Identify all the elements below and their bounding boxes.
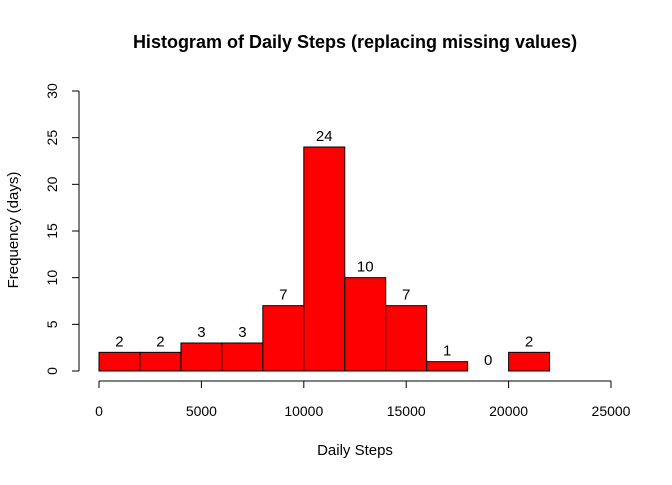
bar-count-label: 10 bbox=[357, 259, 374, 276]
y-tick-label: 5 bbox=[44, 320, 60, 328]
histogram-bar bbox=[385, 305, 428, 372]
bar-count-label: 24 bbox=[316, 128, 333, 145]
bar-count-label: 2 bbox=[156, 333, 164, 350]
x-axis-label: Daily Steps bbox=[317, 442, 393, 459]
bar-count-label: 2 bbox=[525, 333, 533, 350]
histogram-bar bbox=[303, 146, 346, 372]
histogram-bar bbox=[98, 351, 141, 372]
y-tick-label: 0 bbox=[44, 367, 60, 375]
y-tick-label: 25 bbox=[44, 130, 60, 146]
bar-count-label: 3 bbox=[197, 324, 205, 341]
x-tick-label: 20000 bbox=[489, 403, 528, 419]
x-axis: 0 5000 10000 15000 20000 25000 bbox=[95, 380, 631, 419]
histogram-bar bbox=[139, 351, 182, 372]
x-tick-label: 10000 bbox=[284, 403, 323, 419]
bars-layer bbox=[98, 146, 551, 372]
histogram-bar bbox=[262, 305, 305, 372]
bar-count-label: 3 bbox=[238, 324, 246, 341]
y-tick-label: 20 bbox=[44, 176, 60, 192]
bar-count-label: 1 bbox=[443, 343, 451, 360]
y-tick-label: 30 bbox=[44, 83, 60, 99]
bar-count-label: 7 bbox=[279, 287, 287, 304]
bar-count-label: 0 bbox=[484, 352, 492, 369]
histogram-bar bbox=[508, 351, 551, 372]
y-axis: 0 5 10 15 20 25 30 bbox=[44, 83, 80, 375]
y-tick-label: 15 bbox=[44, 223, 60, 239]
bar-count-label: 7 bbox=[402, 287, 410, 304]
x-tick-label: 5000 bbox=[186, 403, 217, 419]
y-axis-label: Frequency (days) bbox=[5, 172, 22, 289]
x-tick-label: 15000 bbox=[387, 403, 426, 419]
histogram-bar bbox=[344, 277, 387, 372]
y-tick-label: 10 bbox=[44, 270, 60, 286]
histogram-bar bbox=[180, 342, 223, 372]
x-tick-label: 25000 bbox=[592, 403, 631, 419]
bar-count-label: 2 bbox=[115, 333, 123, 350]
chart-title: Histogram of Daily Steps (replacing miss… bbox=[133, 32, 577, 52]
x-tick-label: 0 bbox=[95, 403, 103, 419]
histogram-bar bbox=[426, 361, 469, 372]
histogram-bar bbox=[221, 342, 264, 372]
